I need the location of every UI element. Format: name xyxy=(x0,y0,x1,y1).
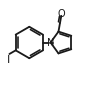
Text: I: I xyxy=(7,55,11,65)
Text: O: O xyxy=(58,9,65,19)
Text: N: N xyxy=(47,37,55,48)
